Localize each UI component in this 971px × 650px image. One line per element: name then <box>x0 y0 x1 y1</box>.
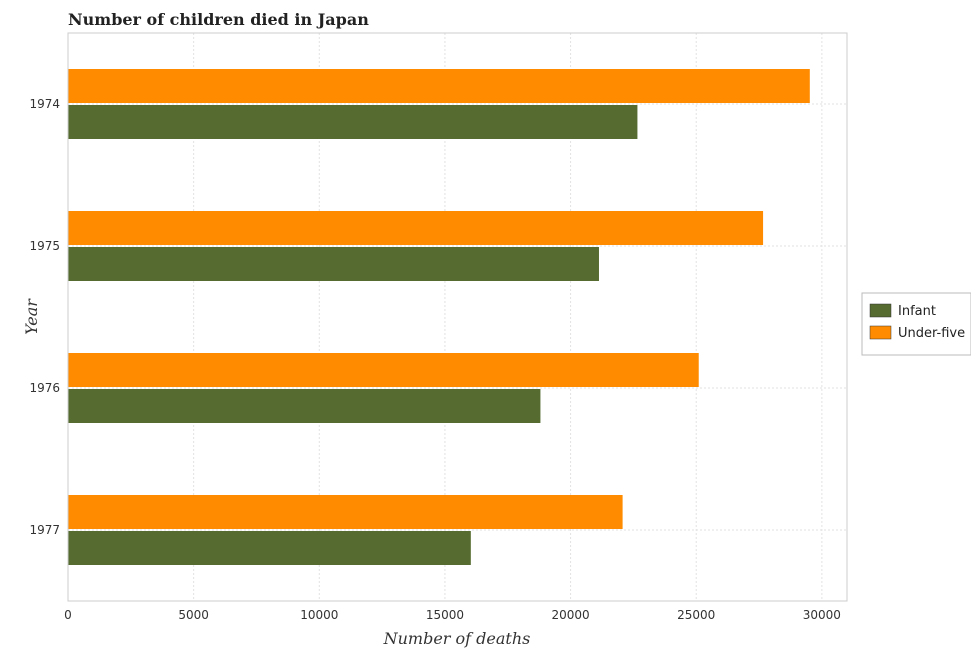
legend-swatch <box>869 325 892 340</box>
x-axis-title: Number of deaths <box>383 629 531 648</box>
x-tick-label: 25000 <box>677 608 715 622</box>
bar-infant-1975 <box>68 247 599 281</box>
x-tick-label: 15000 <box>426 608 464 622</box>
x-tick-label: 10000 <box>300 608 338 622</box>
x-tick-label: 5000 <box>178 608 209 622</box>
bar-under-five-1976 <box>68 353 699 387</box>
legend-box <box>861 292 971 356</box>
x-tick-label: 0 <box>64 608 72 622</box>
plot-area <box>67 33 847 601</box>
y-tick-label: 1976 <box>29 381 60 395</box>
y-axis-title: Year <box>22 298 41 335</box>
bar-under-five-1977 <box>68 495 623 529</box>
y-axis: 1974 1975 1976 1977 <box>29 97 60 537</box>
legend-label: Under-five <box>898 326 965 341</box>
bar-infant-1974 <box>68 105 638 139</box>
y-tick-label: 1974 <box>29 97 60 111</box>
bar-under-five-1974 <box>68 69 810 103</box>
y-tick-label: 1975 <box>29 239 60 253</box>
legend-label: Infant <box>898 304 936 319</box>
bar-under-five-1975 <box>68 211 764 245</box>
bar-infant-1977 <box>68 531 471 565</box>
legend: Infant Under-five <box>861 292 971 356</box>
legend-swatch <box>869 303 892 318</box>
x-tick-label: 30000 <box>803 608 841 622</box>
x-axis: 0 5000 10000 15000 20000 25000 30000 <box>64 608 841 622</box>
y-tick-label: 1977 <box>29 523 60 537</box>
chart-title: Number of children died in Japan <box>68 10 369 29</box>
bar-infant-1976 <box>68 389 541 423</box>
x-tick-label: 20000 <box>551 608 589 622</box>
plot-frame <box>67 32 848 602</box>
